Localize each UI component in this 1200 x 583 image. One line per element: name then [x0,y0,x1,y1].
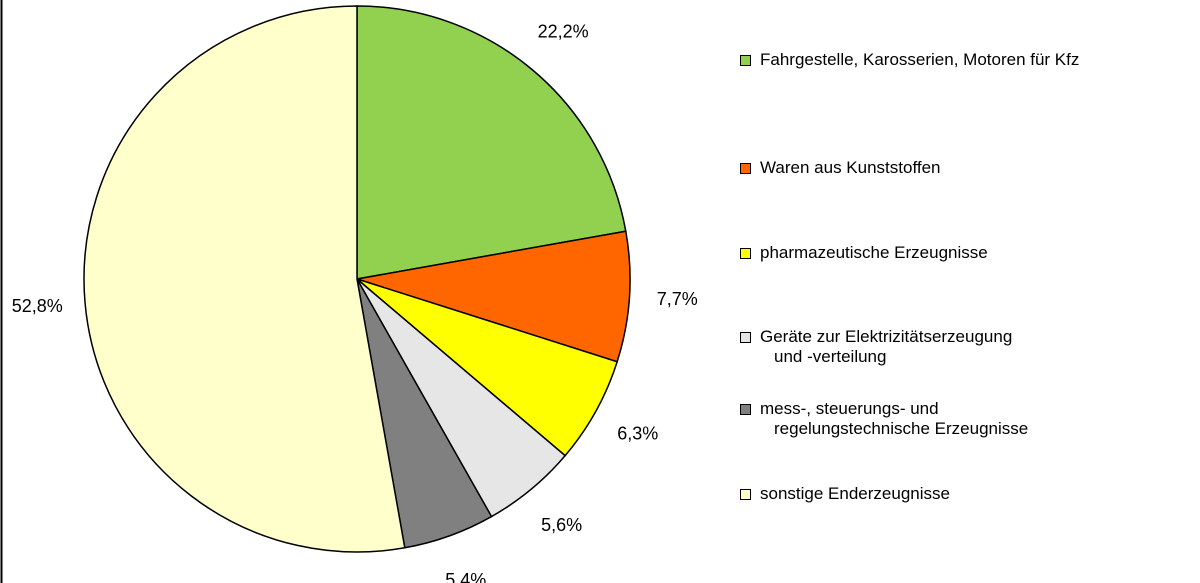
legend-label: mess-, steuerungs- und regelungstechnisch… [760,399,1029,438]
legend-label: pharmazeutische Erzeugnisse [760,243,988,262]
legend-swatch [740,248,751,259]
data-label: 5,6% [541,515,582,535]
data-label: 5,4% [445,570,486,583]
legend-label: Geräte zur Elektrizitätserzeugung und -ve… [760,327,1013,366]
legend-label: Waren aus Kunststoffen [760,158,941,177]
legend-item: Waren aus Kunststoffen [738,158,941,178]
legend-swatch [740,163,751,174]
data-label: 7,7% [657,289,698,309]
legend-swatch [740,55,751,66]
legend-label: sonstige Enderzeugnisse [760,484,950,503]
pie-slice [356,5,627,280]
legend-item: Geräte zur Elektrizitätserzeugung und -ve… [738,327,1012,367]
legend-item: pharmazeutische Erzeugnisse [738,243,988,263]
data-label: 52,8% [12,296,63,316]
legend-label: Fahrgestelle, Karosserien, Motoren für K… [760,50,1080,69]
data-label: 6,3% [617,423,658,443]
pie-slice [356,230,631,363]
legend-item: mess-, steuerungs- und regelungstechnisch… [738,399,1028,439]
legend-item: Fahrgestelle, Karosserien, Motoren für K… [738,50,1079,70]
data-label: 22,2% [538,22,589,42]
legend-swatch [740,404,751,415]
legend-swatch [740,332,751,343]
legend-swatch [740,489,751,500]
legend-item: sonstige Enderzeugnisse [738,484,950,504]
pie-slice [83,5,406,553]
